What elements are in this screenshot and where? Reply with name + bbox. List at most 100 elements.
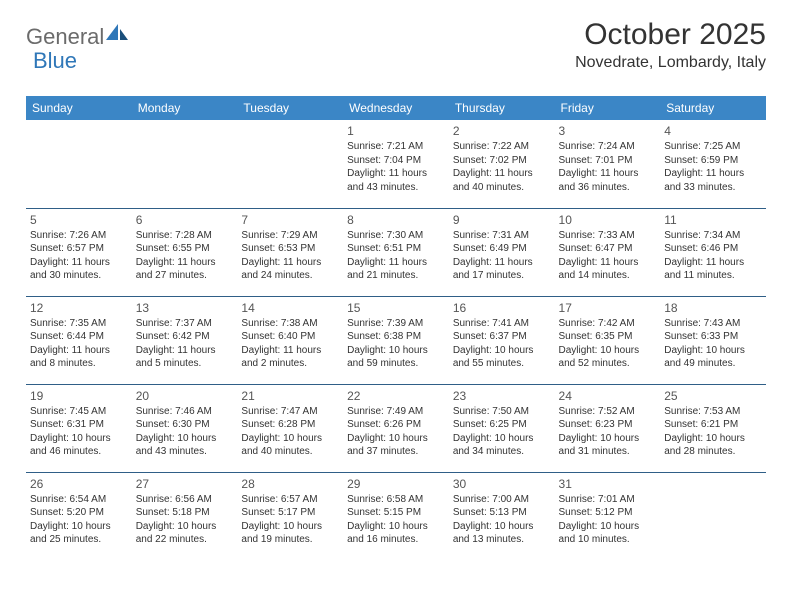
calendar-day-cell: 23Sunrise: 7:50 AMSunset: 6:25 PMDayligh… <box>449 384 555 472</box>
daylight-text: and 25 minutes. <box>30 533 128 547</box>
day-number: 15 <box>347 300 445 316</box>
calendar-day-cell: 16Sunrise: 7:41 AMSunset: 6:37 PMDayligh… <box>449 296 555 384</box>
sunset-text: Sunset: 6:42 PM <box>136 330 234 344</box>
daylight-text: Daylight: 10 hours <box>136 432 234 446</box>
weekday-header: Saturday <box>660 96 766 120</box>
sunset-text: Sunset: 6:40 PM <box>241 330 339 344</box>
sunrise-text: Sunrise: 6:56 AM <box>136 493 234 507</box>
calendar-day-cell: 6Sunrise: 7:28 AMSunset: 6:55 PMDaylight… <box>132 208 238 296</box>
day-number: 10 <box>559 212 657 228</box>
day-number: 24 <box>559 388 657 404</box>
calendar-day-cell: 13Sunrise: 7:37 AMSunset: 6:42 PMDayligh… <box>132 296 238 384</box>
calendar-day-cell: 17Sunrise: 7:42 AMSunset: 6:35 PMDayligh… <box>555 296 661 384</box>
daylight-text: Daylight: 10 hours <box>30 432 128 446</box>
calendar-day-cell: 22Sunrise: 7:49 AMSunset: 6:26 PMDayligh… <box>343 384 449 472</box>
sunrise-text: Sunrise: 7:41 AM <box>453 317 551 331</box>
sunset-text: Sunset: 6:47 PM <box>559 242 657 256</box>
day-number: 26 <box>30 476 128 492</box>
sunrise-text: Sunrise: 6:54 AM <box>30 493 128 507</box>
daylight-text: Daylight: 11 hours <box>30 344 128 358</box>
sunset-text: Sunset: 6:46 PM <box>664 242 762 256</box>
month-title: October 2025 <box>575 18 766 52</box>
sunrise-text: Sunrise: 7:52 AM <box>559 405 657 419</box>
day-number: 25 <box>664 388 762 404</box>
daylight-text: Daylight: 10 hours <box>241 432 339 446</box>
daylight-text: Daylight: 11 hours <box>241 344 339 358</box>
calendar-day-cell: 20Sunrise: 7:46 AMSunset: 6:30 PMDayligh… <box>132 384 238 472</box>
daylight-text: and 43 minutes. <box>347 181 445 195</box>
day-number: 3 <box>559 123 657 139</box>
daylight-text: Daylight: 11 hours <box>136 256 234 270</box>
day-number: 12 <box>30 300 128 316</box>
daylight-text: Daylight: 10 hours <box>559 520 657 534</box>
sunset-text: Sunset: 6:30 PM <box>136 418 234 432</box>
daylight-text: Daylight: 10 hours <box>347 432 445 446</box>
daylight-text: and 8 minutes. <box>30 357 128 371</box>
day-number: 22 <box>347 388 445 404</box>
day-number: 16 <box>453 300 551 316</box>
sunrise-text: Sunrise: 7:38 AM <box>241 317 339 331</box>
sunset-text: Sunset: 6:51 PM <box>347 242 445 256</box>
sunset-text: Sunset: 6:26 PM <box>347 418 445 432</box>
daylight-text: Daylight: 10 hours <box>347 344 445 358</box>
day-number: 9 <box>453 212 551 228</box>
sunrise-text: Sunrise: 7:28 AM <box>136 229 234 243</box>
daylight-text: Daylight: 10 hours <box>664 344 762 358</box>
calendar-day-cell: 11Sunrise: 7:34 AMSunset: 6:46 PMDayligh… <box>660 208 766 296</box>
day-number: 23 <box>453 388 551 404</box>
sunrise-text: Sunrise: 7:45 AM <box>30 405 128 419</box>
sunset-text: Sunset: 6:37 PM <box>453 330 551 344</box>
daylight-text: and 27 minutes. <box>136 269 234 283</box>
daylight-text: and 10 minutes. <box>559 533 657 547</box>
calendar-day-cell: 14Sunrise: 7:38 AMSunset: 6:40 PMDayligh… <box>237 296 343 384</box>
sunrise-text: Sunrise: 7:01 AM <box>559 493 657 507</box>
day-number: 29 <box>347 476 445 492</box>
daylight-text: and 16 minutes. <box>347 533 445 547</box>
daylight-text: and 40 minutes. <box>453 181 551 195</box>
sunrise-text: Sunrise: 7:22 AM <box>453 140 551 154</box>
day-number: 14 <box>241 300 339 316</box>
daylight-text: Daylight: 11 hours <box>664 167 762 181</box>
calendar-day-cell: 12Sunrise: 7:35 AMSunset: 6:44 PMDayligh… <box>26 296 132 384</box>
calendar-day-cell: 8Sunrise: 7:30 AMSunset: 6:51 PMDaylight… <box>343 208 449 296</box>
weekday-header: Sunday <box>26 96 132 120</box>
sunrise-text: Sunrise: 7:31 AM <box>453 229 551 243</box>
calendar-day-cell: 3Sunrise: 7:24 AMSunset: 7:01 PMDaylight… <box>555 120 661 208</box>
sunrise-text: Sunrise: 7:34 AM <box>664 229 762 243</box>
day-number: 13 <box>136 300 234 316</box>
calendar-day-cell: 31Sunrise: 7:01 AMSunset: 5:12 PMDayligh… <box>555 472 661 560</box>
logo-sail-icon <box>104 22 130 47</box>
sunset-text: Sunset: 5:18 PM <box>136 506 234 520</box>
day-number: 20 <box>136 388 234 404</box>
sunrise-text: Sunrise: 7:30 AM <box>347 229 445 243</box>
calendar-day-cell: 28Sunrise: 6:57 AMSunset: 5:17 PMDayligh… <box>237 472 343 560</box>
sunrise-text: Sunrise: 7:24 AM <box>559 140 657 154</box>
daylight-text: and 33 minutes. <box>664 181 762 195</box>
day-number: 19 <box>30 388 128 404</box>
calendar-day-cell: 27Sunrise: 6:56 AMSunset: 5:18 PMDayligh… <box>132 472 238 560</box>
sunset-text: Sunset: 5:17 PM <box>241 506 339 520</box>
calendar-day-cell: 2Sunrise: 7:22 AMSunset: 7:02 PMDaylight… <box>449 120 555 208</box>
calendar-table: Sunday Monday Tuesday Wednesday Thursday… <box>26 96 766 560</box>
sunrise-text: Sunrise: 7:42 AM <box>559 317 657 331</box>
calendar-day-cell: 30Sunrise: 7:00 AMSunset: 5:13 PMDayligh… <box>449 472 555 560</box>
calendar-day-cell: 26Sunrise: 6:54 AMSunset: 5:20 PMDayligh… <box>26 472 132 560</box>
calendar-day-cell: 1Sunrise: 7:21 AMSunset: 7:04 PMDaylight… <box>343 120 449 208</box>
daylight-text: Daylight: 11 hours <box>664 256 762 270</box>
daylight-text: and 5 minutes. <box>136 357 234 371</box>
daylight-text: Daylight: 10 hours <box>664 432 762 446</box>
calendar-day-cell: 25Sunrise: 7:53 AMSunset: 6:21 PMDayligh… <box>660 384 766 472</box>
calendar-day-cell: 9Sunrise: 7:31 AMSunset: 6:49 PMDaylight… <box>449 208 555 296</box>
day-number: 21 <box>241 388 339 404</box>
daylight-text: and 2 minutes. <box>241 357 339 371</box>
sunrise-text: Sunrise: 7:21 AM <box>347 140 445 154</box>
calendar-day-cell <box>132 120 238 208</box>
calendar-day-cell: 24Sunrise: 7:52 AMSunset: 6:23 PMDayligh… <box>555 384 661 472</box>
sunrise-text: Sunrise: 7:49 AM <box>347 405 445 419</box>
daylight-text: and 34 minutes. <box>453 445 551 459</box>
daylight-text: and 46 minutes. <box>30 445 128 459</box>
calendar-week-row: 5Sunrise: 7:26 AMSunset: 6:57 PMDaylight… <box>26 208 766 296</box>
weekday-header-row: Sunday Monday Tuesday Wednesday Thursday… <box>26 96 766 120</box>
daylight-text: and 22 minutes. <box>136 533 234 547</box>
calendar-day-cell: 21Sunrise: 7:47 AMSunset: 6:28 PMDayligh… <box>237 384 343 472</box>
